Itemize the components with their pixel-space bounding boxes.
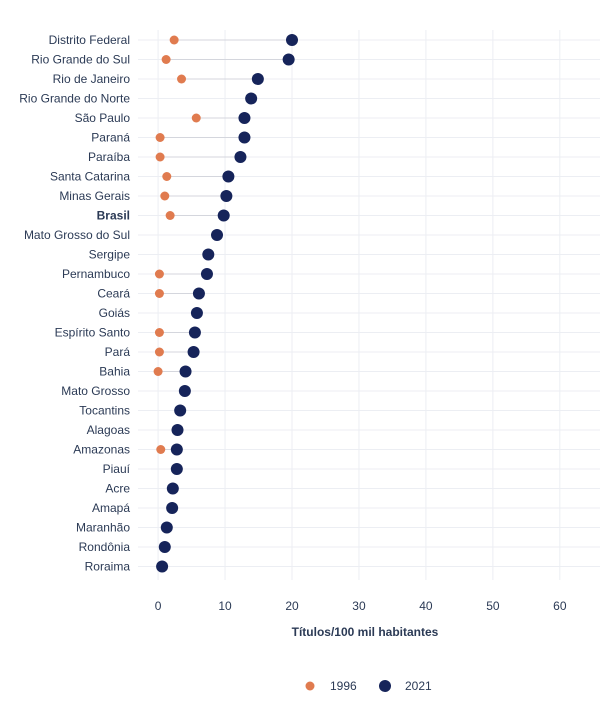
x-axis-ticks: 0 10 20 30 40 50 60	[155, 599, 567, 613]
point-2021	[200, 268, 213, 280]
point-2021	[171, 424, 184, 436]
point-1996	[161, 55, 171, 64]
category-label: Acre	[105, 482, 130, 496]
category-label: Rio Grande do Sul	[31, 53, 130, 67]
point-1996	[155, 133, 165, 142]
category-label: Pernambuco	[62, 267, 130, 281]
legend-label-2021: 2021	[405, 679, 432, 693]
point-2021	[156, 560, 169, 573]
point-1996	[160, 191, 170, 201]
point-2021	[238, 131, 251, 144]
x-tick-label: 10	[218, 599, 232, 613]
point-1996	[154, 347, 164, 357]
legend-label-1996: 1996	[330, 679, 357, 693]
point-2021	[282, 53, 295, 66]
point-2021	[178, 385, 191, 397]
point-2021	[251, 73, 264, 85]
x-tick-label: 60	[553, 599, 567, 613]
category-label: Distrito Federal	[49, 33, 130, 47]
x-tick-label: 40	[419, 599, 433, 613]
legend: 1996 2021	[305, 679, 432, 693]
point-2021	[234, 151, 247, 163]
category-label: São Paulo	[75, 111, 131, 125]
point-1996	[154, 269, 164, 279]
point-2021	[245, 92, 258, 105]
point-2021	[158, 541, 171, 553]
point-2021	[160, 521, 173, 534]
point-2021	[217, 209, 230, 222]
point-2021	[187, 346, 200, 358]
point-2021	[179, 365, 192, 378]
data-points	[153, 34, 298, 573]
legend-marker-2021	[379, 680, 391, 692]
point-1996	[165, 211, 175, 220]
x-tick-label: 0	[155, 599, 162, 613]
point-2021	[220, 190, 233, 202]
category-label: Rio Grande do Norte	[19, 92, 130, 106]
x-tick-label: 20	[285, 599, 299, 613]
point-2021	[192, 287, 205, 300]
point-2021	[190, 307, 203, 319]
point-1996	[154, 289, 164, 298]
category-label: Paraná	[91, 131, 130, 145]
point-1996	[191, 113, 201, 123]
point-2021	[166, 502, 179, 514]
point-1996	[177, 74, 187, 84]
category-label: Rondônia	[79, 540, 131, 554]
category-label: Amazonas	[73, 443, 130, 457]
point-2021	[170, 443, 183, 456]
point-1996	[156, 445, 166, 454]
point-1996	[169, 35, 179, 45]
category-label: Santa Catarina	[50, 170, 130, 184]
category-label: Minas Gerais	[59, 189, 130, 203]
point-1996	[153, 367, 163, 376]
category-label: Sergipe	[89, 248, 131, 262]
category-label: Tocantins	[79, 404, 130, 418]
point-2021	[166, 482, 179, 495]
point-2021	[286, 34, 298, 46]
point-1996	[154, 328, 164, 337]
category-label: Brasil	[97, 209, 130, 223]
category-label: Piauí	[103, 462, 131, 476]
category-label: Ceará	[97, 287, 130, 301]
category-label: Paraíba	[88, 150, 130, 164]
category-label: Maranhão	[76, 521, 130, 535]
point-2021	[211, 229, 224, 241]
legend-marker-1996	[305, 681, 315, 691]
category-label: Espírito Santo	[55, 326, 131, 340]
category-label: Bahia	[99, 365, 130, 379]
category-label: Pará	[105, 345, 131, 359]
point-1996	[162, 172, 172, 181]
point-2021	[174, 404, 187, 417]
category-labels: Distrito Federal Rio Grande do Sul Rio de …	[19, 33, 130, 574]
gridlines	[138, 30, 600, 580]
x-tick-label: 50	[486, 599, 500, 613]
category-label: Mato Grosso	[61, 384, 130, 398]
x-axis-title: Títulos/100 mil habitantes	[292, 625, 439, 639]
point-2021	[238, 112, 251, 124]
category-label: Rio de Janeiro	[53, 72, 131, 86]
point-2021	[188, 326, 201, 339]
category-label: Mato Grosso do Sul	[24, 228, 130, 242]
x-tick-label: 30	[352, 599, 366, 613]
point-2021	[202, 248, 215, 261]
point-1996	[155, 152, 165, 162]
category-label: Goiás	[99, 306, 130, 320]
point-2021	[222, 170, 235, 183]
category-label: Amapá	[92, 501, 130, 515]
category-label: Alagoas	[87, 423, 130, 437]
category-label: Roraima	[85, 560, 131, 574]
point-2021	[170, 463, 183, 475]
